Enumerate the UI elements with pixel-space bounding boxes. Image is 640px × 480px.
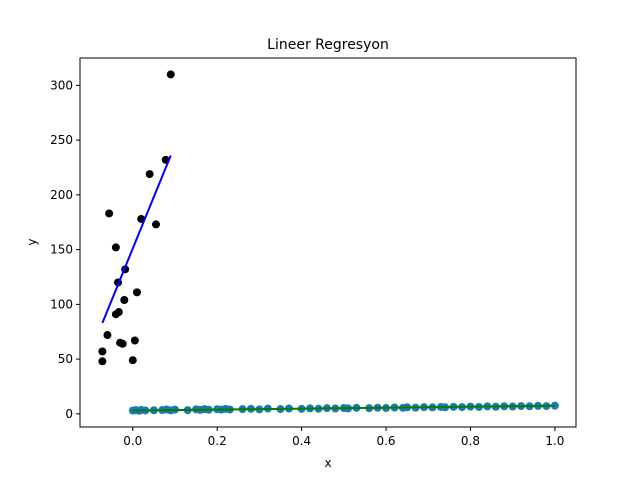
- y-axis-label: y: [25, 238, 39, 245]
- point-s0-3: [105, 209, 114, 218]
- point-s0-1: [98, 347, 107, 356]
- y-axis-ticks: 0 50 100 150 200 250 300: [50, 78, 80, 421]
- plot-frame: [79, 57, 577, 428]
- x-axis-label: x: [324, 456, 331, 470]
- point-s0-13: [130, 336, 139, 345]
- point-s0-10: [120, 295, 129, 304]
- x-axis-ticks: 0.0 0.2 0.4 0.6 0.8 1.0: [123, 427, 564, 448]
- series-layer: [98, 70, 559, 415]
- x-tick-label: 1.0: [545, 434, 564, 448]
- point-s2-56: [550, 401, 559, 410]
- y-tick-label: 150: [50, 243, 73, 257]
- point-s0-4: [111, 243, 120, 252]
- y-tick-label: 300: [50, 78, 73, 92]
- chart-title: Lineer Regresyon: [267, 37, 389, 53]
- point-s0-12: [128, 356, 137, 365]
- point-s0-0: [98, 357, 107, 366]
- x-tick-label: 0.8: [461, 434, 480, 448]
- regression-line-1: [101, 155, 172, 324]
- point-s0-14: [132, 288, 141, 297]
- x-tick-label: 0.6: [376, 434, 395, 448]
- x-tick-label: 0.0: [123, 434, 142, 448]
- regression-line-3: [132, 404, 555, 412]
- x-tick-label: 0.2: [208, 434, 227, 448]
- point-s0-7: [114, 308, 123, 317]
- y-tick-label: 250: [50, 133, 73, 147]
- x-tick-label: 0.4: [292, 434, 311, 448]
- y-tick-label: 0: [65, 407, 73, 421]
- y-tick-label: 50: [58, 352, 73, 366]
- point-s0-19: [166, 70, 175, 79]
- point-s0-9: [118, 339, 127, 348]
- point-s0-2: [103, 331, 112, 340]
- point-s0-16: [145, 170, 154, 179]
- point-s0-17: [151, 220, 160, 229]
- plot-area: [80, 58, 576, 427]
- y-tick-label: 100: [50, 297, 73, 311]
- y-tick-label: 200: [50, 188, 73, 202]
